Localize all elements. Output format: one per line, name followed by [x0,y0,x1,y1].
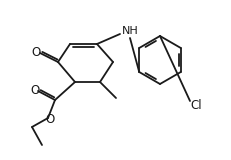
Text: NH: NH [122,26,138,36]
Text: O: O [45,112,54,125]
Text: Cl: Cl [189,99,201,112]
Text: O: O [31,45,40,59]
Text: O: O [30,84,40,96]
